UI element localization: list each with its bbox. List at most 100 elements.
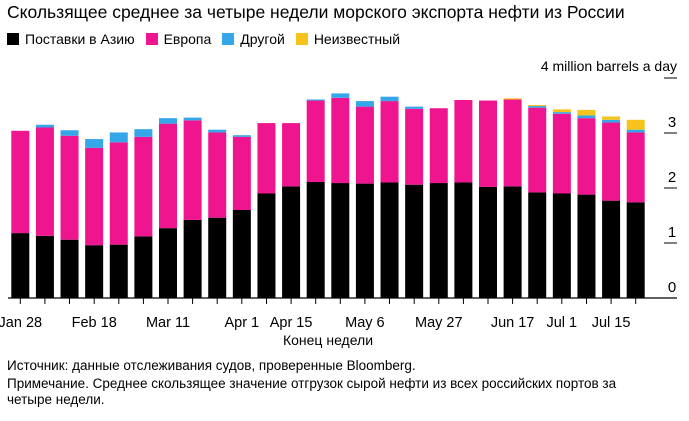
bar-asia-9 — [232, 210, 251, 298]
x-tick-label-mar-11: Mar 11 — [146, 315, 190, 331]
bar-asia-19 — [479, 186, 497, 298]
bar-asia-16 — [405, 184, 424, 298]
bar-asia-22 — [552, 193, 571, 298]
bar-asia-2 — [60, 239, 79, 298]
bar-other-15 — [380, 96, 399, 102]
bar-other-16 — [405, 106, 424, 109]
legend-item-europe: Европа — [145, 31, 211, 47]
bar-europe-7 — [183, 120, 202, 220]
bar-europe-1 — [35, 127, 54, 236]
bar-europe-6 — [159, 123, 177, 229]
bar-europe-25 — [626, 132, 645, 203]
bar-europe-0 — [11, 130, 30, 234]
bar-europe-17 — [429, 108, 448, 184]
legend-item-asia: Поставки в Азию — [7, 31, 135, 47]
bar-europe-9 — [232, 136, 251, 210]
legend-swatch-unknown — [295, 33, 308, 45]
bar-europe-13 — [331, 97, 350, 184]
note-line-2: четыре недели. — [7, 392, 105, 407]
legend-item-other: Другой — [222, 31, 285, 47]
bar-asia-3 — [85, 245, 104, 298]
bar-europe-22 — [552, 113, 571, 194]
bar-other-5 — [134, 129, 153, 137]
bar-asia-11 — [282, 186, 301, 298]
legend-label-unknown: Неизвестный — [313, 31, 401, 47]
bar-other-9 — [232, 135, 251, 137]
bar-unknown-24 — [602, 116, 621, 120]
bar-europe-5 — [134, 136, 153, 237]
bar-europe-12 — [306, 100, 325, 182]
legend-swatch-europe — [145, 33, 158, 45]
bar-asia-0 — [11, 233, 30, 298]
bar-other-8 — [208, 129, 227, 133]
bar-europe-8 — [208, 132, 227, 218]
bar-other-23 — [577, 115, 596, 119]
bar-europe-20 — [503, 99, 522, 187]
x-tick-label-may-6: May 6 — [345, 315, 385, 331]
source-note: Источник: данные отслеживания судов, про… — [7, 358, 416, 373]
bar-unknown-21 — [528, 104, 547, 107]
y-tick-label-2: 2 — [668, 169, 676, 186]
bar-asia-12 — [306, 181, 325, 298]
bar-europe-4 — [109, 142, 128, 245]
x-tick-label-apr-15: Apr 15 — [270, 315, 313, 331]
bar-europe-11 — [282, 123, 301, 187]
bar-unknown-23 — [577, 109, 596, 116]
bar-europe-18 — [454, 100, 473, 183]
y-tick-label-1: 1 — [668, 224, 676, 241]
chart-title: Скользящее среднее за четыре недели морс… — [7, 2, 625, 22]
bar-europe-23 — [577, 118, 596, 195]
y-axis: 0 1 2 3 — [664, 77, 677, 299]
bar-other-14 — [355, 101, 374, 107]
bar-asia-24 — [602, 200, 621, 298]
bar-unknown-22 — [552, 109, 571, 113]
bar-asia-7 — [183, 219, 202, 298]
bar-asia-23 — [577, 194, 596, 298]
bar-other-7 — [183, 117, 202, 121]
bar-europe-16 — [405, 108, 424, 185]
bar-asia-17 — [429, 183, 448, 298]
unit-label: 4 million barrels a day — [541, 58, 677, 74]
bar-europe-15 — [380, 101, 399, 183]
legend-item-unknown: Неизвестный — [295, 31, 401, 47]
bar-europe-19 — [479, 100, 497, 187]
bar-other-3 — [85, 139, 104, 148]
x-axis: Jan 28 Feb 18 Mar 11 Apr 1 Apr 15 May 6 May 27… — [0, 297, 677, 331]
x-tick-label-feb-18: Feb 18 — [72, 315, 117, 331]
bar-asia-25 — [626, 202, 645, 298]
x-tick-label-jul-15: Jul 15 — [592, 315, 631, 331]
bars-group — [11, 93, 645, 298]
bar-other-2 — [60, 130, 79, 136]
bar-asia-18 — [454, 182, 473, 298]
bar-other-4 — [109, 132, 128, 143]
legend: Поставки в Азию Европа Другой Неизвестны… — [7, 31, 411, 47]
bar-asia-14 — [355, 183, 374, 298]
bar-unknown-25 — [626, 119, 645, 130]
y-tick-label-0: 0 — [668, 279, 676, 296]
y-tick-label-3: 3 — [668, 114, 676, 131]
bar-other-12 — [306, 99, 325, 101]
bar-asia-15 — [380, 182, 399, 298]
bar-asia-21 — [528, 192, 547, 298]
bar-other-1 — [35, 124, 54, 128]
legend-swatch-other — [222, 33, 235, 45]
bar-asia-10 — [257, 193, 276, 298]
bar-other-25 — [626, 129, 645, 133]
bar-other-22 — [552, 112, 571, 114]
bar-europe-14 — [355, 106, 374, 184]
bar-asia-8 — [208, 217, 227, 298]
bar-europe-10 — [257, 123, 276, 194]
x-tick-label-jul-1: Jul 1 — [546, 315, 577, 331]
legend-label-asia: Поставки в Азию — [25, 31, 135, 47]
bar-europe-24 — [602, 122, 621, 201]
bar-unknown-20 — [503, 98, 522, 100]
bar-other-6 — [159, 118, 177, 124]
bar-other-21 — [528, 106, 547, 108]
x-tick-label-jun-17: Jun 17 — [491, 315, 535, 331]
x-tick-label-jan-28: Jan 28 — [0, 315, 42, 331]
note-line-1: Примечание. Среднее скользящее значение … — [7, 376, 617, 391]
bar-asia-1 — [35, 235, 54, 298]
bar-other-13 — [331, 93, 350, 98]
bar-europe-3 — [85, 147, 104, 246]
